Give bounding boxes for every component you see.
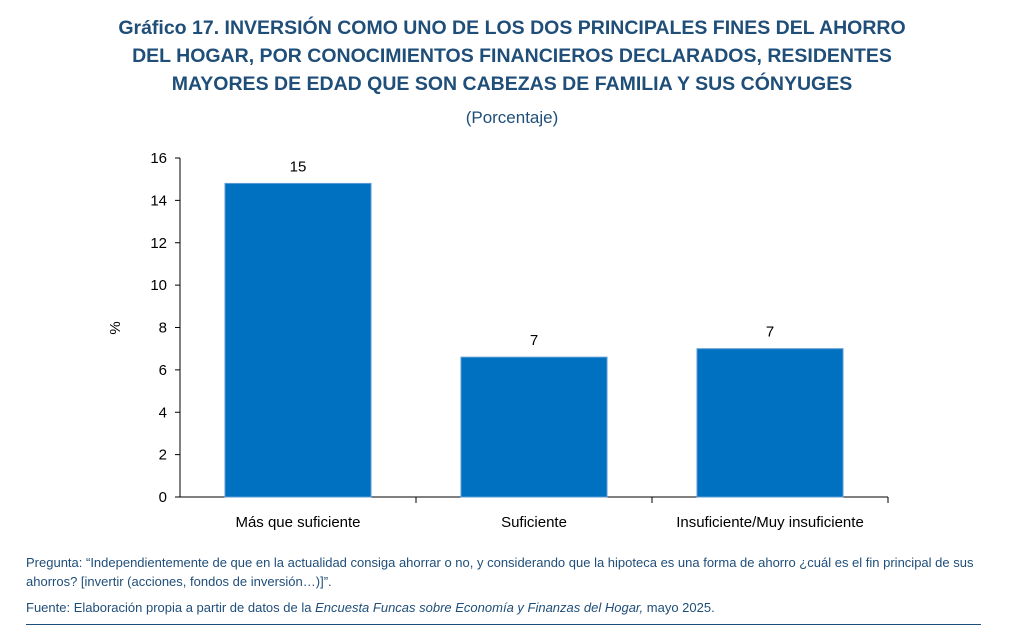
x-tick-label: Insuficiente/Muy insuficiente [676, 514, 864, 531]
source-survey-name: Encuesta Funcas sobre Economía y Finanza… [315, 600, 644, 615]
bar [696, 348, 844, 498]
y-tick-label: 10 [150, 277, 167, 294]
y-tick-label: 4 [159, 404, 167, 421]
y-tick-label: 12 [150, 235, 167, 252]
source-prefix: Fuente: Elaboración propia a partir de d… [26, 600, 316, 615]
x-tick-label: Suficiente [501, 514, 567, 531]
chart-title-line-2: DEL HOGAR, POR CONOCIMIENTOS FINANCIEROS… [132, 45, 892, 67]
data-label: 15 [290, 158, 307, 175]
bar [460, 356, 608, 498]
source-note: Fuente: Elaboración propia a partir de d… [26, 598, 715, 617]
source-suffix: mayo 2025. [643, 600, 715, 615]
chart-title-line-3: MAYORES DE EDAD QUE SON CABEZAS DE FAMIL… [171, 73, 853, 95]
data-label: 7 [766, 324, 774, 341]
y-tick-label: 0 [159, 489, 167, 506]
y-tick-label: 8 [159, 320, 167, 337]
y-tick-label: 6 [159, 362, 167, 379]
chart-title: Gráfico 17. INVERSIÓN COMO UNO DE LOS DO… [0, 14, 1024, 98]
y-tick-label: 2 [159, 447, 167, 464]
data-label: 7 [530, 332, 538, 349]
chart-subtitle: (Porcentaje) [465, 108, 559, 127]
question-note: Pregunta: “Independientemente de que en … [26, 555, 974, 589]
x-tick-label: Más que suficiente [235, 514, 360, 531]
chart-title-line-1: Gráfico 17. INVERSIÓN COMO UNO DE LOS DO… [118, 17, 906, 39]
footer-rule [26, 624, 981, 625]
y-tick-label: 14 [150, 192, 167, 209]
bar [224, 182, 372, 498]
y-axis-label: % [107, 321, 124, 334]
y-tick-label: 16 [150, 150, 167, 167]
